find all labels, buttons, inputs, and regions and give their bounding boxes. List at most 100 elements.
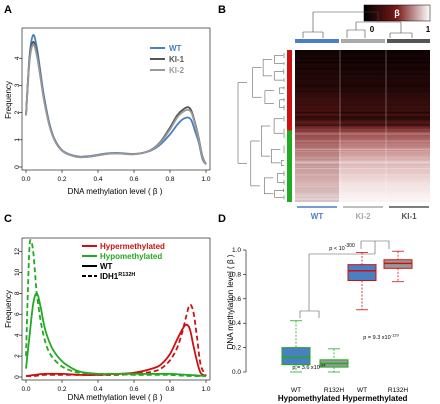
legend-label-wt: WT <box>100 262 113 271</box>
dendrogram-branch <box>261 125 271 157</box>
dendrogram-branch <box>252 67 262 98</box>
plot-c-x-ticks: 0.0 0.2 0.4 0.6 0.8 1.0 <box>21 380 211 393</box>
significance-brackets <box>299 240 390 318</box>
x-tick-label: 0.6 <box>129 176 138 183</box>
pvalue-top-base: p < 10 <box>329 246 344 252</box>
dendrogram-branch <box>274 71 284 81</box>
box-2 <box>347 252 377 311</box>
heatmap-row <box>295 116 430 118</box>
x-tick-label: 0.8 <box>165 386 174 393</box>
series-line-c-1 <box>25 303 207 377</box>
dendrogram-branch <box>264 90 274 104</box>
heatmap-row <box>295 66 430 68</box>
plot-a-frame <box>21 27 211 171</box>
panel-b-heatmap: β 0 1 <box>237 4 431 221</box>
y-tick-label: 0.6 <box>232 296 241 303</box>
panel-label-a: A <box>4 4 12 16</box>
heatmap-row <box>295 90 430 93</box>
group-label-hyper: Hypermethylated <box>343 394 408 403</box>
heatmap-row <box>295 68 430 70</box>
dendrogram-branch <box>274 190 284 198</box>
color-key-bar <box>363 4 431 22</box>
heatmap-row <box>295 62 430 64</box>
row-bar-hypomethylated <box>287 130 292 202</box>
color-key-label: β <box>394 8 400 18</box>
plot-c-y-ticks: 0 2 4 6 8 10 12 <box>14 247 22 379</box>
plot-c-x-label: DNA methylation level ( β ) <box>68 393 163 402</box>
heatmap-row <box>295 120 430 122</box>
y-tick-label: 0 <box>14 375 21 379</box>
plot-c-series <box>25 239 207 377</box>
plot-a-x-label: DNA methylation level ( β ) <box>68 187 163 196</box>
heatmap-row <box>295 162 430 164</box>
heatmap-row <box>295 162 430 164</box>
y-tick-label: 2 <box>14 110 21 114</box>
heatmap-row <box>295 182 430 184</box>
column-label-ki2: KI-2 <box>355 212 371 221</box>
panel-label-d: D <box>218 213 226 225</box>
plot-d-categories: WT R132H WT R132H <box>291 387 408 394</box>
y-tick-label: 0.8 <box>232 271 241 278</box>
series-line-c-3 <box>25 239 207 377</box>
dendrogram-branch <box>238 82 247 164</box>
heatmap-row <box>295 198 430 200</box>
heatmap-row <box>295 117 430 119</box>
row-dendrogram <box>237 52 285 200</box>
plot-c-legend: Hypermethylated Hypomethylated WT IDH1R1… <box>82 242 165 281</box>
y-tick-label: 6 <box>14 312 21 316</box>
heatmap-row <box>295 61 430 63</box>
heatmap-row <box>295 62 430 64</box>
dendrogram-branch <box>279 99 284 108</box>
heatmap-row <box>295 151 430 153</box>
legend-label-hypo: Hypomethylated <box>100 252 162 261</box>
column-bar-wt <box>295 39 339 43</box>
heatmap-row <box>295 157 430 159</box>
heatmap-row <box>295 124 430 127</box>
plot-d-y-label: DNA methylation level ( β ) <box>226 254 235 349</box>
legend-label-wt: WT <box>169 44 182 53</box>
plot-a-series <box>25 34 207 165</box>
heatmap-row <box>295 143 430 145</box>
pvalue-hyper-base: p = 9.3 x10 <box>363 335 390 341</box>
heatmap-row <box>295 134 430 135</box>
x-tick-label: 0.4 <box>93 386 102 393</box>
heatmap-row <box>295 57 430 59</box>
color-key-tick-high: 1 <box>426 25 431 34</box>
legend-label-ki-1: KI-1 <box>169 55 185 64</box>
x-tick-label: 1.0 <box>201 176 210 183</box>
heatmap-row <box>295 70 430 71</box>
plot-d-y-axis: 0.0 0.2 0.4 0.6 0.8 1.0 <box>232 247 247 376</box>
column-label-wt: WT <box>311 212 324 221</box>
column-label-ki1: KI-1 <box>401 212 417 221</box>
dendrogram-branch <box>264 177 274 195</box>
pvalue-hypo-exp: -94 <box>320 363 327 368</box>
heatmap-row <box>295 198 430 200</box>
heatmap-row <box>295 160 430 163</box>
heatmap-matrix <box>295 50 430 202</box>
dendrogram-branch <box>250 140 260 187</box>
plot-c-y-label: Frequency <box>4 290 13 328</box>
legend-label-mut-base: IDH1 <box>100 272 119 281</box>
y-tick-label: 3 <box>14 83 21 87</box>
panel-c-density-chart: 0.0 0.2 0.4 0.6 0.8 1.0 0 2 4 6 8 10 12 DNA methyla… <box>4 237 211 402</box>
plot-a-y-ticks: 0 1 2 3 4 <box>14 56 22 169</box>
heatmap-row <box>295 95 430 97</box>
pvalue-hyper: p = 9.3 x10-129 <box>363 333 399 342</box>
column-bar-ki2 <box>341 39 385 43</box>
dendrogram-branch <box>277 173 284 183</box>
x-tick-label: 0.0 <box>21 176 30 183</box>
box-body <box>347 264 377 282</box>
heatmap-row <box>295 129 430 130</box>
row-color-bar <box>287 50 292 202</box>
y-tick-label: 8 <box>14 291 21 295</box>
heatmap-row <box>295 193 430 195</box>
plot-c-frame <box>21 237 211 381</box>
legend-label-ki-2: KI-2 <box>169 66 185 75</box>
y-tick-label: 1 <box>14 138 21 142</box>
heatmap-row <box>295 116 430 118</box>
heatmap-row <box>295 61 430 63</box>
heatmap-row <box>295 85 430 87</box>
y-tick-label: 0.2 <box>232 345 241 352</box>
dendrogram-branch <box>271 149 281 164</box>
